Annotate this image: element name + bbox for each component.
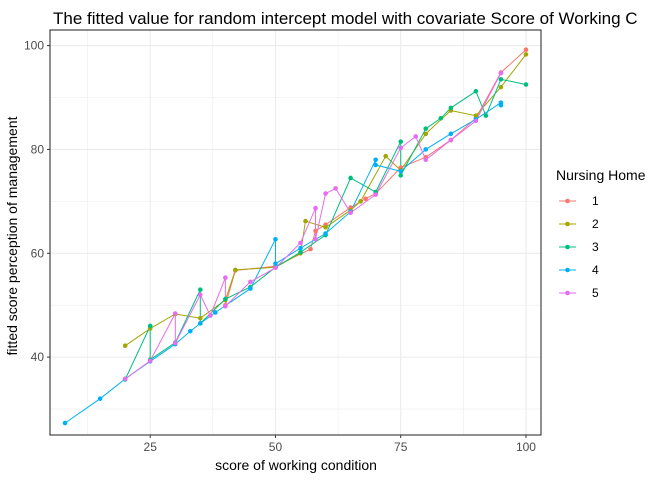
series-4-point (273, 261, 278, 266)
series-5-point (448, 137, 454, 143)
panel-border (49, 29, 542, 436)
series-5-point (223, 303, 228, 309)
series-5-point (208, 313, 213, 318)
legend-label: 4 (592, 263, 599, 277)
series-2-point (498, 84, 504, 90)
series-4-point (373, 162, 378, 168)
legend-label: 3 (592, 240, 599, 254)
series-5-point (323, 191, 328, 196)
series-3-point (223, 296, 228, 302)
series-4-point (323, 231, 328, 236)
series-4-point (213, 310, 218, 315)
series-4-point (398, 168, 404, 174)
y-axis-title: fitted score perception of management (4, 116, 20, 355)
series-4-point (62, 420, 68, 426)
y-tick-label: 60 (31, 246, 45, 260)
series-1-point (363, 196, 368, 202)
series-4-point (423, 147, 429, 152)
series-5-point (423, 157, 429, 163)
legend: 1 2 3 4 5 (559, 194, 599, 300)
legend-title: Nursing Home (556, 167, 646, 183)
series-5-point (498, 70, 504, 76)
series-3-point (198, 287, 203, 292)
series-4-point (373, 157, 378, 163)
x-tick-label: 25 (144, 440, 158, 454)
series-5-point (198, 292, 203, 298)
series-5-point (172, 340, 178, 346)
legend-key-point (565, 267, 570, 273)
series-5-point (172, 311, 178, 316)
legend-key-point (565, 290, 570, 296)
series-5-point (313, 236, 318, 242)
x-tick-label: 100 (516, 440, 536, 454)
legend-label: 5 (592, 286, 599, 300)
series-2-point (523, 52, 529, 57)
series-2-point (198, 315, 203, 321)
series-2-point (383, 153, 388, 159)
series-3-point (398, 173, 404, 178)
series-5-point (122, 376, 128, 382)
series-5-point (348, 210, 353, 216)
series-1-point (308, 246, 313, 252)
series-4-point (273, 236, 278, 242)
series-5-point (333, 186, 338, 191)
legend-key-point (565, 221, 570, 227)
series-5-point (313, 205, 318, 211)
series-3-point (298, 249, 303, 255)
series-4-point (187, 328, 193, 334)
series-5-point (273, 265, 278, 271)
series-4-point (198, 321, 203, 326)
series-1-point (523, 47, 529, 53)
series-4-point (97, 396, 103, 401)
y-tick-label: 40 (31, 350, 45, 364)
series-2-point (233, 267, 238, 273)
x-tick-label: 50 (269, 440, 283, 454)
plot-panel: 25 50 75 100 40 60 80 100 (24, 29, 542, 454)
series-3-point (348, 175, 353, 181)
series-5-point (398, 145, 404, 151)
series-4-point (248, 286, 253, 291)
series-5-point (223, 275, 228, 280)
y-tick-label: 80 (31, 142, 45, 156)
series-2-point (122, 343, 128, 348)
series-3-point (448, 105, 454, 111)
series-1-point (313, 228, 318, 234)
y-tick-label: 100 (24, 39, 44, 53)
panel-background (50, 30, 541, 435)
series-4-point (448, 131, 454, 137)
x-axis-title: score of working condition (215, 457, 377, 473)
series-3-point (438, 115, 444, 121)
series-3-line (124, 78, 527, 380)
series-5-point (248, 279, 253, 285)
series-5-point (298, 240, 303, 246)
legend-key-point (565, 244, 570, 250)
series-2-point (323, 225, 328, 230)
series-3-point (483, 113, 489, 118)
series-5-point (373, 192, 378, 197)
legend-label: 1 (592, 194, 599, 208)
series-3-point (147, 323, 153, 329)
chart-title: The fitted value for random intercept mo… (53, 9, 638, 28)
series-2-point (423, 131, 429, 137)
series-3-point (473, 88, 479, 94)
series-3-point (423, 126, 429, 131)
legend-label: 2 (592, 217, 599, 231)
legend-key-point (565, 198, 570, 204)
x-tick-label: 75 (394, 440, 408, 454)
series-2-point (303, 218, 308, 224)
series-3-point (498, 77, 504, 82)
series-4-point (298, 245, 303, 251)
series-3-point (398, 139, 404, 144)
series-2-point (473, 113, 479, 118)
series-2-point (358, 199, 363, 204)
series-5-point (147, 358, 153, 364)
series-4-point (498, 102, 504, 108)
series-3-point (523, 82, 529, 87)
series-5-point (473, 118, 479, 124)
series-5-point (413, 134, 419, 139)
